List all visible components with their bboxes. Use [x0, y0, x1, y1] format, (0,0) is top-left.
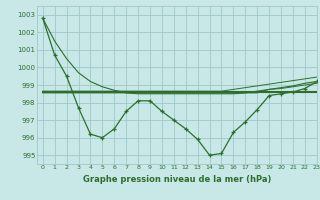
- X-axis label: Graphe pression niveau de la mer (hPa): Graphe pression niveau de la mer (hPa): [83, 175, 271, 184]
